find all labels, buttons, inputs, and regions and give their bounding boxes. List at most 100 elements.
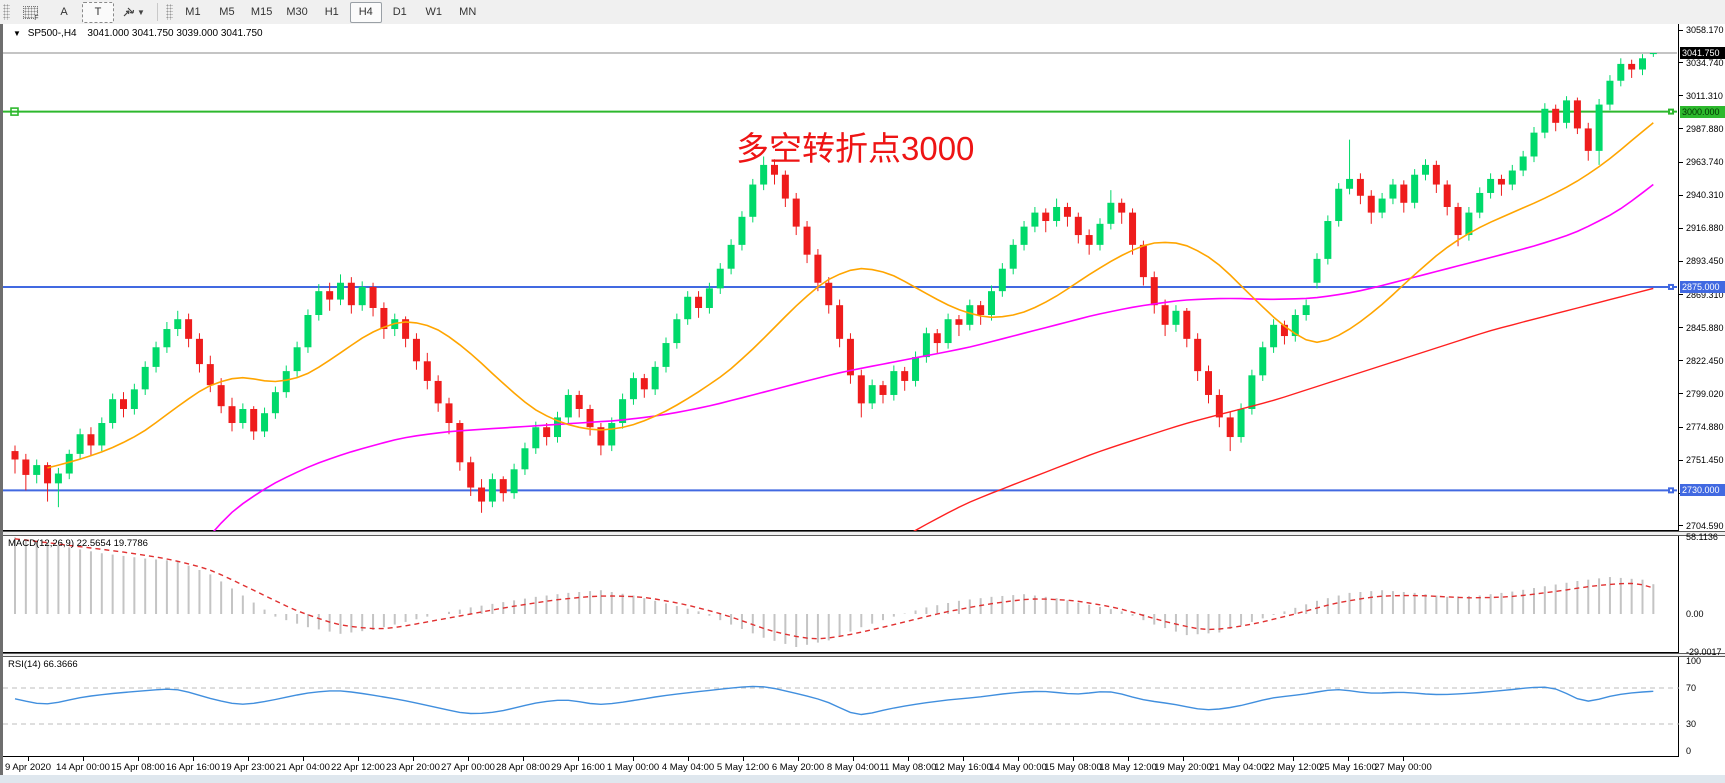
hline-handle[interactable] (10, 107, 19, 116)
time-tick (1238, 757, 1239, 761)
rsi-axis-label: 100 (1686, 656, 1702, 666)
time-tick (83, 757, 84, 761)
rsi-axis-label: 70 (1686, 683, 1697, 693)
timeframe-button-mn[interactable]: MN (459, 6, 477, 18)
time-tick (798, 757, 799, 761)
price-tick-label: 2869.310 (1686, 289, 1724, 300)
panel-separator[interactable] (3, 531, 1725, 536)
time-tick-label: 14 May 00:00 (989, 762, 1047, 773)
toolbar-drag-handle-2[interactable] (165, 4, 173, 20)
main-chart-canvas[interactable] (3, 24, 1679, 531)
arrows-icon (123, 7, 135, 17)
toolbar-separator (156, 3, 158, 21)
time-tick-label: 15 May 08:00 (1044, 762, 1102, 773)
time-tick-label: 27 Apr 00:00 (441, 762, 495, 773)
rsi-axis-label: 30 (1686, 719, 1697, 729)
time-tick-label: 25 May 16:00 (1319, 762, 1377, 773)
time-tick-label: 29 Apr 16:00 (551, 762, 605, 773)
time-tick-label: 21 May 04:00 (1209, 762, 1267, 773)
timeframe-button-m1[interactable]: M1 (185, 6, 201, 18)
price-tick (1679, 62, 1683, 64)
chart-header: ▼ SP500-,H4 3041.000 3041.750 3039.000 3… (13, 28, 263, 39)
time-tick (303, 757, 304, 761)
toolbar: F A T ▼ M1 M5 M15 M30 H1 H4 D1 W1 MN (0, 0, 1725, 25)
text-box-tool-button[interactable]: T (82, 1, 114, 23)
time-tick-label: 8 May 04:00 (826, 762, 880, 773)
price-tick-label: 2704.590 (1686, 520, 1724, 531)
candles-layer (11, 53, 1657, 513)
price-tick (1679, 393, 1683, 395)
time-tick (633, 757, 634, 761)
timeframe-button-d1[interactable]: D1 (392, 6, 407, 18)
macd-axis-label: 0.00 (1686, 609, 1704, 619)
price-tick (1679, 360, 1683, 362)
price-tick (1679, 459, 1683, 461)
font-a-icon: A (60, 6, 68, 18)
timeframe-button-m30[interactable]: M30 (286, 6, 308, 18)
timeframe-group: M1 M5 M15 M30 H1 H4 D1 W1 MN (176, 1, 485, 23)
time-tick (1128, 757, 1129, 761)
price-tick (1679, 260, 1683, 262)
price-tick-label: 2822.450 (1686, 355, 1724, 366)
timeframe-button-m5[interactable]: M5 (219, 6, 235, 18)
time-tick-label: 1 May 00:00 (606, 762, 660, 773)
time-tick (1403, 757, 1404, 761)
rsi-label: RSI(14) 66.3666 (8, 659, 78, 670)
price-badge-2875.000: 2875.000 (1680, 280, 1725, 293)
price-tick-label: 2963.740 (1686, 157, 1724, 168)
toolbar-drag-handle[interactable] (3, 4, 10, 20)
price-tick (1679, 194, 1683, 196)
price-tick-label: 2751.450 (1686, 455, 1724, 466)
window-bottom-edge (0, 775, 1725, 783)
price-tick-label: 2774.880 (1686, 422, 1724, 433)
time-tick-label: 12 May 16:00 (934, 762, 992, 773)
panel-separator-2[interactable] (3, 653, 1725, 657)
time-tick-label: 14 Apr 00:00 (56, 762, 110, 773)
time-tick-label: 11 May 08:00 (879, 762, 937, 773)
price-tick-label: 2916.880 (1686, 223, 1724, 234)
price-badge-3000.000: 3000.000 (1680, 105, 1725, 118)
time-tick-label: 28 Apr 08:00 (496, 762, 550, 773)
price-badge-2730.000: 2730.000 (1680, 484, 1725, 497)
time-tick (853, 757, 854, 761)
symbol-label: SP500-,H4 (27, 28, 77, 39)
macd-axis-label: 58.1136 (1686, 532, 1718, 543)
time-tick (1018, 757, 1019, 761)
rsi-panel-canvas[interactable] (3, 657, 1679, 757)
symbol-dropdown-icon[interactable]: ▼ (13, 29, 21, 38)
time-tick-label: 18 May 12:00 (1099, 762, 1157, 773)
time-tick-label: 6 May 20:00 (771, 762, 825, 773)
time-tick (1073, 757, 1074, 761)
price-badge-3041.750: 3041.750 (1680, 47, 1725, 60)
time-tick-label: 4 May 04:00 (661, 762, 715, 773)
price-tick-label: 2940.310 (1686, 190, 1724, 201)
chart-window[interactable]: ▼ SP500-,H4 3041.000 3041.750 3039.000 3… (0, 24, 1725, 775)
font-tool-button[interactable]: A (48, 2, 80, 23)
grid-icon: F (22, 5, 39, 22)
price-tick (1679, 525, 1683, 527)
time-tick (28, 757, 29, 761)
price-tick-label: 2987.880 (1686, 123, 1724, 134)
time-tick-label: 19 May 20:00 (1154, 762, 1212, 773)
time-tick-label: 23 Apr 20:00 (386, 762, 440, 773)
time-tick-label: 21 Apr 04:00 (276, 762, 330, 773)
cursor-tool-button[interactable]: ▼ (116, 2, 151, 23)
timeframe-button-h4[interactable]: H4 (349, 1, 382, 23)
time-tick (578, 757, 579, 761)
time-tick-label: 22 May 12:00 (1264, 762, 1322, 773)
price-tick-label: 3011.310 (1686, 90, 1723, 101)
price-tick-label: 2799.020 (1686, 388, 1724, 399)
chart-annotation-text[interactable]: 多空转折点3000 (736, 130, 975, 167)
time-tick (138, 757, 139, 761)
template-grid-button[interactable]: F (14, 2, 46, 23)
time-tick (963, 757, 964, 761)
macd-panel-canvas[interactable] (3, 536, 1679, 653)
time-tick (248, 757, 249, 761)
timeframe-button-w1[interactable]: W1 (425, 6, 442, 18)
timeframe-button-h1[interactable]: H1 (324, 6, 339, 18)
time-tick-label: 19 Apr 23:00 (221, 762, 275, 773)
time-tick-label: 5 May 12:00 (716, 762, 770, 773)
timeframe-button-m15[interactable]: M15 (250, 6, 273, 18)
time-tick (688, 757, 689, 761)
